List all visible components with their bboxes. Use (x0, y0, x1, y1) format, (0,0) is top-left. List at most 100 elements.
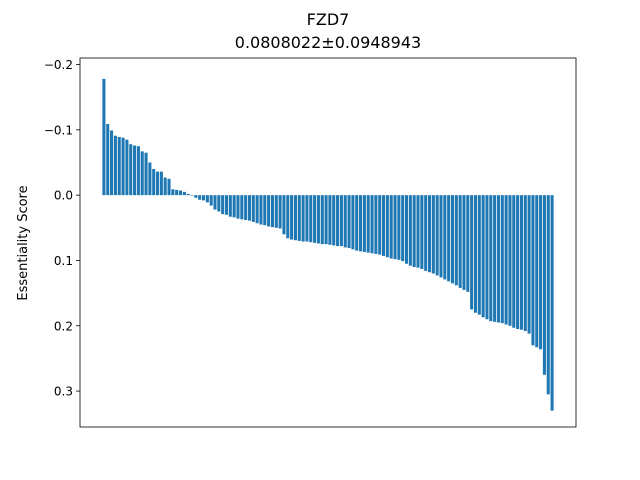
bar (351, 195, 355, 250)
bar (313, 195, 317, 243)
bar (209, 195, 213, 206)
bar (198, 195, 202, 200)
bar (359, 195, 363, 252)
bar (190, 195, 194, 196)
bar (278, 195, 282, 229)
bar (493, 195, 497, 322)
bar (397, 195, 401, 260)
bar (389, 195, 393, 259)
bar (378, 195, 382, 255)
bar (282, 195, 286, 235)
bar (420, 195, 424, 269)
bar (435, 195, 439, 276)
bar (194, 195, 198, 198)
bar (156, 171, 160, 196)
bar (213, 195, 217, 210)
bar (374, 195, 378, 254)
bar (362, 195, 366, 252)
y-tick-label: 0.0 (54, 189, 73, 203)
bar (382, 195, 386, 256)
bar (182, 191, 186, 196)
bar (527, 195, 531, 334)
bar (320, 195, 324, 245)
bar (201, 195, 206, 201)
bar (447, 195, 451, 282)
bar (232, 195, 236, 218)
bar (489, 195, 493, 322)
bar (178, 190, 183, 196)
bar (217, 195, 221, 212)
bar (424, 195, 428, 271)
bar (301, 195, 305, 242)
bar (171, 189, 175, 196)
bar (519, 195, 523, 330)
bar (366, 195, 370, 253)
plot-frame (79, 57, 577, 428)
bar (512, 195, 516, 328)
bar (263, 195, 267, 226)
bar (247, 195, 251, 221)
bar (408, 195, 412, 266)
bar (339, 195, 343, 247)
bar (473, 195, 477, 313)
bar (286, 195, 290, 239)
bar (110, 130, 114, 196)
y-tick-label: 0.1 (54, 254, 73, 268)
bar (542, 195, 546, 375)
bar (404, 195, 409, 264)
bar (129, 144, 133, 196)
y-tick-label: −0.2 (44, 58, 73, 72)
bar (385, 195, 389, 258)
bar (274, 195, 278, 228)
bar (458, 195, 462, 288)
bar (297, 195, 301, 241)
bar (343, 195, 347, 248)
y-tick-label: 0.3 (54, 385, 73, 399)
bar (113, 135, 117, 196)
bar (167, 178, 171, 196)
bar (546, 195, 550, 395)
bar (500, 195, 504, 324)
bar (236, 195, 240, 219)
bar (102, 78, 106, 196)
bar (159, 171, 163, 196)
bar (370, 195, 374, 254)
bar (401, 195, 405, 262)
bar (481, 195, 485, 318)
bar (477, 195, 481, 315)
bar (393, 195, 397, 260)
bar (305, 195, 309, 242)
bar (516, 195, 520, 330)
bar (240, 195, 244, 220)
bar (148, 162, 152, 196)
bar (186, 193, 190, 196)
bar (450, 195, 455, 284)
bar (439, 195, 443, 278)
bar (290, 195, 294, 240)
bar (443, 195, 447, 280)
bar (332, 195, 336, 246)
bar (205, 195, 209, 203)
bar (270, 195, 274, 228)
bar (355, 195, 359, 251)
chart-title: FZD7 (306, 10, 350, 29)
bar (470, 195, 474, 310)
bar (259, 195, 263, 225)
bar (163, 177, 167, 196)
bar (144, 152, 148, 196)
bar (121, 137, 125, 196)
bar (228, 195, 232, 217)
bar (412, 195, 416, 267)
bar (485, 195, 489, 320)
bar (136, 146, 140, 196)
bar (221, 195, 225, 215)
chart-subtitle: 0.0808022±0.0948943 (234, 33, 422, 52)
bar (117, 137, 121, 196)
bar (267, 195, 271, 227)
bar (175, 189, 179, 196)
bar (539, 195, 543, 350)
bar (255, 195, 259, 224)
bar (336, 195, 340, 247)
